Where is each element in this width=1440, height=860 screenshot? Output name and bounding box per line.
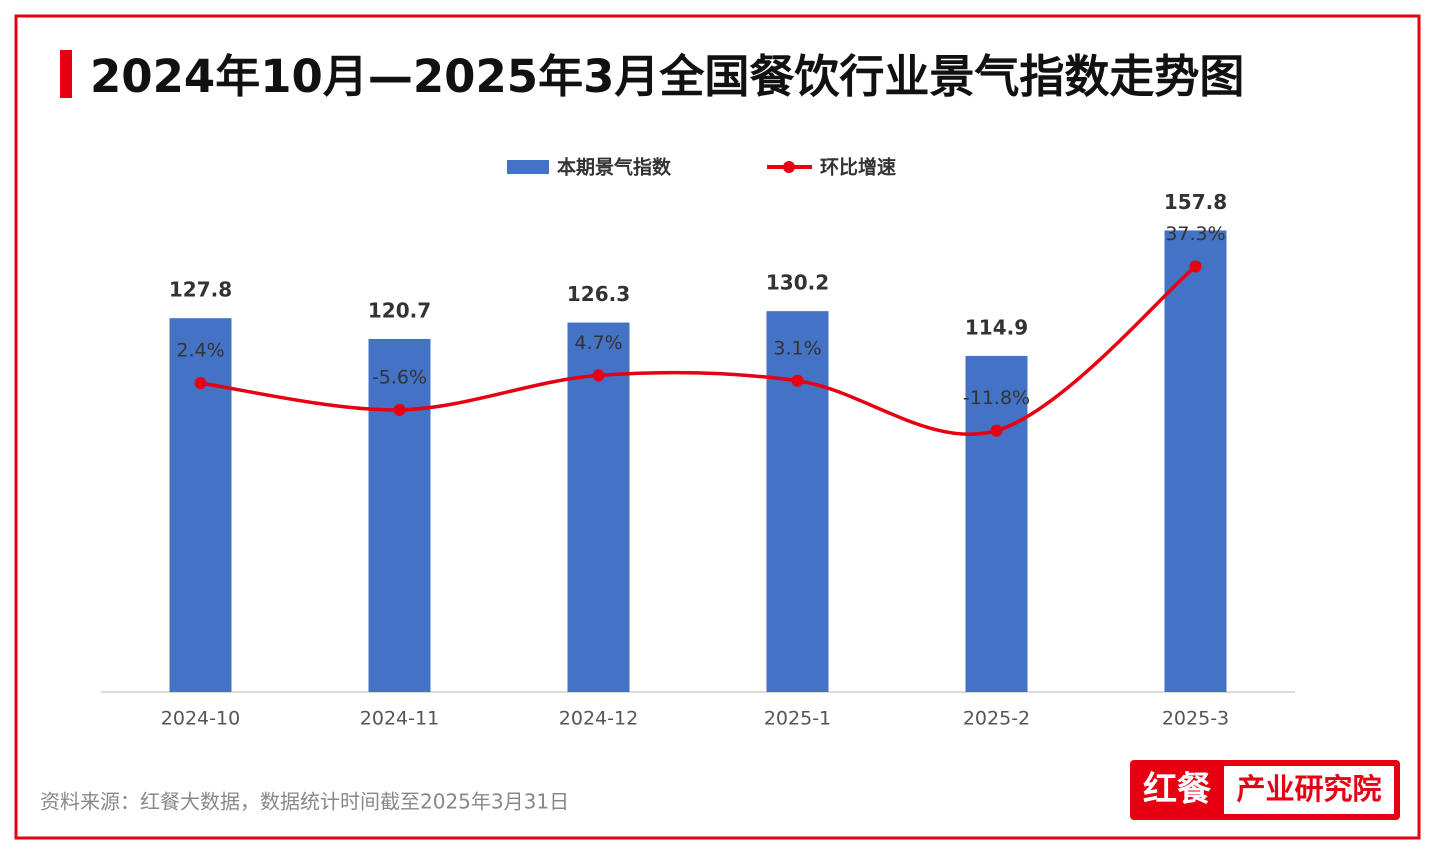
bar-value-label: 114.9 [965, 315, 1028, 339]
line-value-label: 4.7% [574, 332, 622, 354]
line-point [393, 403, 406, 416]
bar [766, 311, 829, 692]
line-value-label: 2.4% [176, 340, 224, 362]
line-value-label: 3.1% [773, 337, 821, 359]
legend-swatch [507, 160, 549, 174]
line-value-label: -11.8% [963, 387, 1030, 409]
line-point [592, 369, 605, 382]
x-tick-label: 2025-2 [963, 708, 1030, 730]
chart-title: 2024年10月—2025年3月全国餐饮行业景气指数走势图 [90, 50, 1244, 103]
bar [368, 338, 431, 692]
x-tick-label: 2024-10 [161, 708, 240, 730]
line-point [990, 424, 1003, 437]
line-value-label: -5.6% [372, 366, 427, 388]
legend-label: 环比增速 [820, 156, 896, 179]
source-note: 资料来源：红餐大数据，数据统计时间截至2025年3月31日 [40, 790, 569, 814]
bar [567, 322, 630, 692]
x-tick-label: 2025-1 [764, 708, 831, 730]
legend-swatch [783, 161, 795, 173]
frame [14, 14, 1421, 840]
legend-label: 本期景气指数 [557, 156, 672, 179]
line [200, 265, 1197, 437]
bar [1164, 230, 1227, 692]
x-tick-label: 2024-12 [559, 708, 638, 730]
line-point [194, 377, 207, 390]
logo-brand: 红餐 [1143, 770, 1211, 810]
x-tick-label: 2025-3 [1162, 708, 1229, 730]
line-value-label: 37.3% [1165, 223, 1225, 245]
logo-inner [1224, 766, 1394, 814]
line-point [1189, 260, 1202, 273]
bar [169, 318, 232, 692]
line-point [791, 374, 804, 387]
bar-value-label: 127.8 [169, 278, 232, 302]
bar-value-label: 130.2 [766, 271, 829, 295]
bar-value-label: 126.3 [567, 282, 630, 306]
bar [965, 355, 1028, 692]
bar-value-label: 157.8 [1164, 190, 1227, 214]
bar-value-label: 120.7 [368, 298, 431, 322]
logo-text: 产业研究院 [1236, 772, 1381, 806]
x-tick-label: 2024-11 [360, 708, 439, 730]
title-accent [60, 50, 72, 98]
